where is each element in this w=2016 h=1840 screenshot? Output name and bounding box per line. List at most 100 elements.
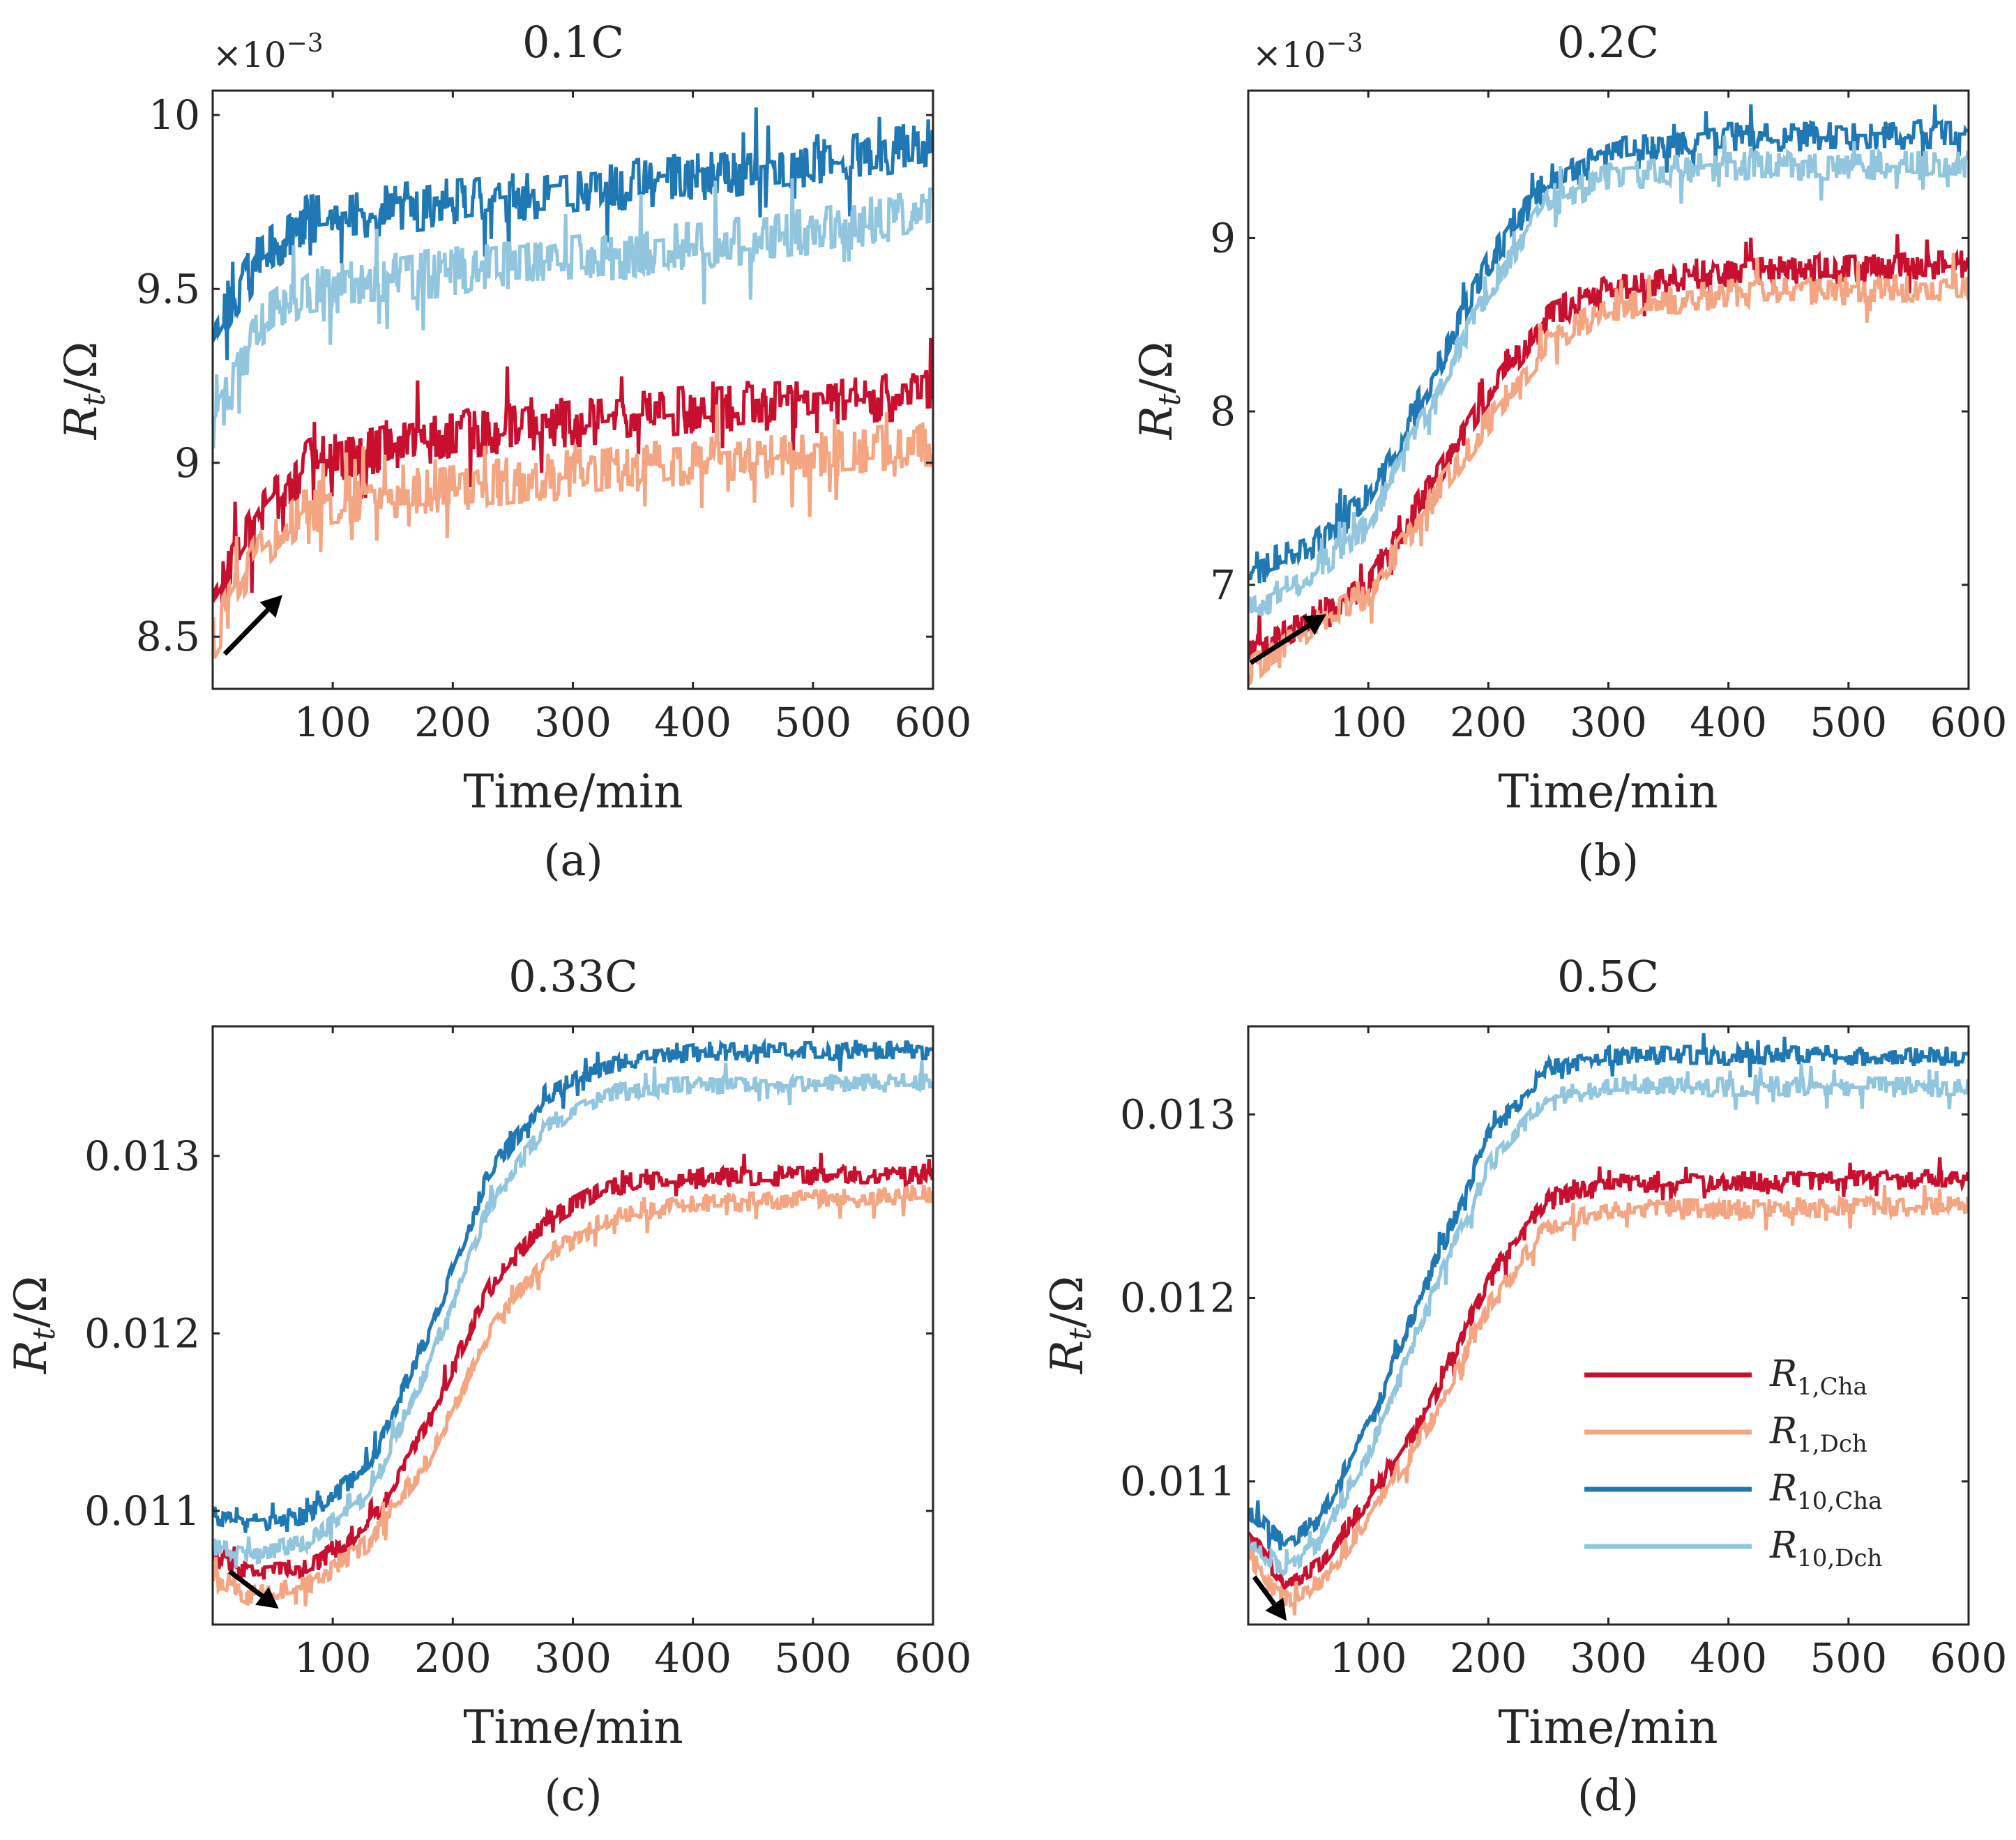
legend-label-r10-dch: R10,Dch xyxy=(1769,1525,1882,1572)
panel-d-xtick-label-400: 400 xyxy=(1690,1634,1767,1682)
panel-a-xtick-label-400: 400 xyxy=(654,699,732,746)
legend-label-r1-dch-sub: 1,Dch xyxy=(1797,1430,1867,1458)
panel-b-xtick-label-200: 200 xyxy=(1450,699,1527,746)
panel-b-ylabel-main: R xyxy=(1131,406,1183,440)
panel-a-series xyxy=(213,107,933,659)
panel-c-ylabel-tail: /Ω xyxy=(6,1276,57,1328)
panel-b-ylabel-sub: t xyxy=(1152,393,1188,406)
panel-c-ticks: 100 200 300 400 500 600 0.011 0.012 0.013 xyxy=(84,1026,971,1682)
panel-a-ylabel-main: R xyxy=(56,406,107,440)
panel-b-xtick-label-300: 300 xyxy=(1570,699,1647,746)
panel-c-xtick-label-600: 600 xyxy=(895,1634,972,1682)
panel-c-arrow-shaft xyxy=(227,1569,264,1598)
panel-d-arrow-head xyxy=(1265,1597,1287,1621)
legend-label-r1-dch: R1,Dch xyxy=(1769,1411,1867,1458)
panel-d-arrow-shaft xyxy=(1252,1575,1277,1606)
panel-b-xtick-label-600: 600 xyxy=(1930,699,2008,746)
panel-a-arrow xyxy=(222,595,282,656)
panel-d-arrow xyxy=(1252,1575,1287,1621)
panel-d-xlabel: Time/min xyxy=(1498,1701,1718,1754)
panel-d-ytick-label-0-012: 0.012 xyxy=(1120,1275,1236,1322)
panel-a: 100 200 300 400 500 600 8.5 9 9.5 10 0.1C ×10−3 R… xyxy=(56,17,971,885)
panel-b-arrow-head xyxy=(1303,614,1326,635)
legend-label-r1-cha: R1,Cha xyxy=(1769,1353,1867,1401)
panel-c-arrow-head xyxy=(255,1587,279,1609)
panel-a-arrow-head xyxy=(259,595,282,618)
panel-b-xtick-label-100: 100 xyxy=(1330,699,1407,746)
panel-b-exponent: ×10−3 xyxy=(1252,29,1363,75)
panel-a-ytick-label-9: 9 xyxy=(174,439,200,487)
panel-a-xtick-label-100: 100 xyxy=(294,699,372,746)
panel-a-ticks: 100 200 300 400 500 600 8.5 9 9.5 10 xyxy=(136,91,972,746)
panel-c-xtick-label-400: 400 xyxy=(654,1634,732,1682)
legend: R1,Cha R1,Dch R10,Cha R10,Dch xyxy=(1584,1353,1882,1572)
panel-a-series-r10-cha xyxy=(213,107,933,360)
panel-b-ytick-label-8: 8 xyxy=(1210,388,1236,435)
panel-d-ylabel: Rt/Ω xyxy=(1042,1276,1098,1375)
panel-d-xtick-label-500: 500 xyxy=(1810,1634,1887,1682)
panel-d-ylabel-tail: /Ω xyxy=(1042,1276,1093,1328)
legend-label-r10-dch-main: R xyxy=(1769,1525,1797,1567)
panel-b-xtick-label-400: 400 xyxy=(1690,699,1767,746)
panel-a-ytick-label-9-5: 9.5 xyxy=(136,265,200,312)
legend-label-r10-cha-sub: 10,Cha xyxy=(1797,1487,1882,1515)
panel-a-ytick-label-8-5: 8.5 xyxy=(136,613,200,660)
panel-a-series-r10-dch xyxy=(213,178,933,449)
panel-a-xtick-label-600: 600 xyxy=(895,699,972,746)
panel-b-ylabel: Rt/Ω xyxy=(1131,342,1188,441)
panel-c-ytick-label-0-011: 0.011 xyxy=(84,1487,200,1535)
legend-label-r1-dch-main: R xyxy=(1769,1411,1797,1452)
panel-d-series-r1-cha xyxy=(1248,1157,1969,1590)
panel-a-exponent: ×10−3 xyxy=(213,29,324,75)
panel-b-arrow xyxy=(1249,614,1326,665)
panel-b-series-r10-dch xyxy=(1248,135,1969,616)
panel-b-ylabel-tail: /Ω xyxy=(1131,342,1183,394)
panel-c-series-r10-dch xyxy=(213,1060,933,1568)
panel-d-series xyxy=(1248,1033,1969,1615)
panel-b-ytick-label-7: 7 xyxy=(1210,561,1236,609)
panel-c-series-r1-dch xyxy=(213,1185,933,1606)
panel-b-xtick-label-500: 500 xyxy=(1810,699,1887,746)
panel-c-ylabel-sub: t xyxy=(26,1328,62,1340)
panel-a-xtick-label-300: 300 xyxy=(534,699,612,746)
panel-c-xtick-label-300: 300 xyxy=(534,1634,612,1682)
panel-c-arrow xyxy=(227,1569,279,1609)
panel-c-xtick-label-500: 500 xyxy=(774,1634,851,1682)
panel-c-ytick-label-0-012: 0.012 xyxy=(84,1309,200,1357)
panel-a-exponent-power: −3 xyxy=(287,29,324,58)
panel-b-exponent-power: −3 xyxy=(1326,29,1363,58)
panel-a-xtick-label-500: 500 xyxy=(774,699,851,746)
panel-b-series xyxy=(1248,104,1969,687)
panel-c-series xyxy=(213,1037,933,1606)
panel-a-ylabel-sub: t xyxy=(77,393,112,406)
legend-label-r1-cha-sub: 1,Cha xyxy=(1797,1373,1867,1401)
panel-c-ylabel: Rt/Ω xyxy=(6,1276,62,1375)
panel-d-series-r10-dch xyxy=(1248,1064,1969,1577)
panel-d-caption: (d) xyxy=(1577,1770,1639,1820)
panel-d-ylabel-sub: t xyxy=(1063,1328,1098,1340)
panel-c-title: 0.33C xyxy=(508,951,638,1002)
panel-b-arrow-shaft xyxy=(1249,623,1310,665)
panel-c-xlabel: Time/min xyxy=(463,1701,683,1754)
panel-c-series-r1-cha xyxy=(213,1153,933,1581)
panel-d-xtick-label-600: 600 xyxy=(1930,1634,2008,1682)
panel-a-xtick-label-200: 200 xyxy=(414,699,492,746)
panel-d-ytick-label-0-013: 0.013 xyxy=(1120,1090,1236,1138)
panel-b-xlabel: Time/min xyxy=(1498,765,1718,819)
panel-b-caption: (b) xyxy=(1577,835,1639,885)
panel-a-ylabel: Rt/Ω xyxy=(56,342,112,441)
panel-c-xtick-label-200: 200 xyxy=(414,1634,492,1682)
panel-a-series-r1-cha xyxy=(213,337,933,605)
panel-d-ytick-label-0-011: 0.011 xyxy=(1120,1458,1236,1505)
legend-label-r1-cha-main: R xyxy=(1769,1353,1797,1395)
panel-a-xlabel: Time/min xyxy=(463,765,683,819)
panel-b-exponent-base: ×10 xyxy=(1252,35,1326,75)
panel-d-ticks: 100 200 300 400 500 600 0.011 0.012 0.013 xyxy=(1120,1026,2007,1682)
panel-a-title: 0.1C xyxy=(522,17,624,68)
panel-c-caption: (c) xyxy=(544,1770,602,1820)
panel-d-series-r1-dch xyxy=(1248,1185,1969,1615)
panel-d: 100 200 300 400 500 600 0.011 0.012 0.013 0.5C R… xyxy=(1042,951,2007,1820)
